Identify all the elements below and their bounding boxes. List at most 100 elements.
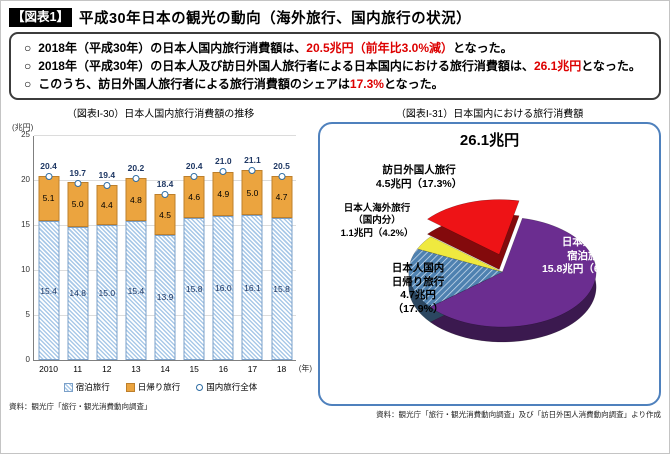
x-tick-label: 15 <box>189 364 199 374</box>
bar-column: 4.9 16.0 21.0 16 <box>209 136 238 374</box>
overnight-hatch-swatch-icon <box>63 382 73 392</box>
summary-text: このうち、訪日外国人旅行者による旅行消費額のシェアは17.3%となった。 <box>38 75 443 93</box>
label-line: 日本人国内 <box>561 236 615 248</box>
charts-row: （図表Ⅰ-30）日本人国内旅行消費額の推移 (兆円) (年) 0 5 10 15 20 2… <box>9 105 661 420</box>
label-line: 訪日外国人旅行 <box>382 164 456 176</box>
summary-box: ○ 2018年（平成30年）の日本人国内旅行消費額は、20.5兆円（前年比3.0… <box>9 32 661 100</box>
summary-highlight: 20.5兆円（前年比3.0%減） <box>306 41 454 55</box>
page-title: 平成30年日本の観光の動向（海外旅行、国内旅行の状況） <box>78 11 472 27</box>
label-line: （国内分） <box>353 215 401 227</box>
y-tick-label: 15 <box>21 220 30 229</box>
x-tick-label: 12 <box>102 364 112 374</box>
total-marker <box>103 182 111 190</box>
summary-text-pre: 2018年（平成30年）の日本人及び訪日外国人旅行者による日本国内における旅行消… <box>38 59 534 73</box>
total-marker <box>132 175 140 183</box>
y-tick-label: 5 <box>25 310 30 319</box>
pie-chart-source: 資料：観光庁「旅行・観光消費動向調査」及び「訪日外国人消費動向調査」より作成 <box>376 410 661 419</box>
daytrip-segment: 4.5 <box>154 194 176 235</box>
summary-text-post: となった。 <box>453 41 513 55</box>
gridline <box>34 135 297 136</box>
total-value-label: 20.2 <box>127 163 145 174</box>
legend-label: 国内旅行全体 <box>206 382 258 392</box>
summary-text-post: となった。 <box>581 59 641 73</box>
total-marker <box>161 191 169 199</box>
bar-chart-source: 資料：観光庁「旅行・観光消費動向調査」 <box>9 402 152 411</box>
summary-text: 2018年（平成30年）の日本人及び訪日外国人旅行者による日本国内における旅行消… <box>38 57 641 75</box>
daytrip-swatch-icon <box>125 382 135 392</box>
label-line: 4.7兆円 <box>400 289 436 302</box>
daytrip-segment: 4.4 <box>96 185 118 225</box>
overnight-segment: 15.0 <box>96 225 118 360</box>
bar-stack: 4.5 13.9 <box>154 194 176 360</box>
bar-column: 4.8 15.4 20.2 13 <box>121 136 150 374</box>
daytrip-segment: 5.1 <box>38 175 60 222</box>
summary-item: ○ 2018年（平成30年）の日本人及び訪日外国人旅行者による日本国内における旅… <box>24 57 646 75</box>
legend-label: 宿泊旅行 <box>75 382 110 392</box>
overnight-segment: 16.1 <box>241 215 263 360</box>
overnight-segment: 15.8 <box>183 217 205 360</box>
bar-stack: 4.4 15.0 <box>96 185 118 360</box>
total-value-label: 20.4 <box>40 161 57 172</box>
overnight-segment: 16.0 <box>212 216 234 360</box>
label-line: 4.5兆円（17.3%） <box>375 177 463 190</box>
daytrip-segment: 4.8 <box>125 178 147 222</box>
daytrip-segment: 4.7 <box>271 175 293 218</box>
y-axis-unit-label: (兆円) <box>12 123 34 132</box>
summary-item: ○ このうち、訪日外国人旅行者による旅行消費額のシェアは17.3%となった。 <box>24 75 646 93</box>
x-tick-label: 14 <box>160 364 170 374</box>
x-tick-label: 16 <box>218 364 229 374</box>
bar-plot: (兆円) (年) 0 5 10 15 20 25 5.1 15.4 20.4 2010 5.0 14.… <box>12 123 312 374</box>
total-value-label: 21.0 <box>215 156 232 166</box>
bar-stack: 4.9 16.0 <box>212 171 234 360</box>
daytrip-slice-label: 日本人国内 日帰り旅行 4.7兆円 （17.9%） <box>372 262 464 317</box>
pie-total-label: 26.1兆円 <box>459 132 520 149</box>
bars: 5.1 15.4 20.4 2010 5.0 14.8 19.7 11 4.4 15.0 19.4 1… <box>34 136 296 374</box>
pie-slice <box>429 217 597 328</box>
bar-column: 4.4 15.0 19.4 12 <box>92 136 121 374</box>
pie-chart-section: （図表Ⅰ-31）日本国内における旅行消費額 26.1兆円 訪日外国人旅行 4.5… <box>318 105 661 420</box>
y-tick-label: 20 <box>21 175 30 184</box>
x-axis-unit-label: (年) <box>298 364 313 373</box>
legend-item-daytrip: 日帰り旅行 <box>125 381 180 393</box>
circle-bullet-icon: ○ <box>24 77 32 91</box>
total-value-label: 20.4 <box>185 161 203 172</box>
x-tick-label: 13 <box>131 364 141 374</box>
total-marker <box>45 173 53 181</box>
bar-legend: 宿泊旅行 日帰り旅行 国内旅行全体 <box>9 381 312 393</box>
overseas-slice-label: 日本人海外旅行 （国内分） 1.1兆円（4.2%） <box>320 203 434 240</box>
y-tick-label: 10 <box>21 265 30 274</box>
total-circle-marker-icon <box>196 383 204 391</box>
bar-stack: 5.1 15.4 <box>38 175 60 360</box>
label-line: 宿泊旅行 <box>567 249 610 262</box>
summary-text-pre: 2018年（平成30年）の日本人国内旅行消費額は、 <box>38 41 307 55</box>
circle-bullet-icon: ○ <box>24 41 32 55</box>
total-value-label: 19.4 <box>98 170 116 181</box>
header: 【図表1】 平成30年日本の観光の動向（海外旅行、国内旅行の状況） <box>9 7 661 28</box>
total-marker <box>74 179 82 187</box>
pie-chart-heading: （図表Ⅰ-31）日本国内における旅行消費額 <box>395 109 584 120</box>
pie-slice-exploded <box>426 199 520 255</box>
gridline <box>34 180 297 181</box>
summary-text: 2018年（平成30年）の日本人国内旅行消費額は、20.5兆円（前年比3.0%減… <box>38 39 512 57</box>
x-tick-label: 17 <box>247 364 258 374</box>
total-value-label: 21.1 <box>244 155 261 166</box>
bar-stack: 5.0 16.1 <box>241 170 263 360</box>
summary-text-post: となった。 <box>383 77 444 91</box>
daytrip-segment: 4.9 <box>212 171 234 216</box>
bar-column: 4.5 13.9 18.4 14 <box>151 136 180 374</box>
pie-slice <box>417 236 503 273</box>
y-tick-label: 0 <box>25 355 30 364</box>
label-line: 1.1兆円（4.2%） <box>340 227 414 239</box>
daytrip-segment: 4.6 <box>183 176 205 218</box>
legend-item-overnight: 宿泊旅行 <box>63 381 110 393</box>
overnight-segment: 15.8 <box>271 217 293 360</box>
pie-svg <box>408 199 597 343</box>
total-value-label: 18.4 <box>156 179 174 190</box>
legend-item-total: 国内旅行全体 <box>196 381 257 393</box>
overnight-segment: 14.8 <box>67 226 89 360</box>
overnight-segment: 15.4 <box>38 221 60 360</box>
bar-column: 4.7 15.8 20.5 18 <box>267 136 296 374</box>
bar-column: 5.0 14.8 19.7 11 <box>63 136 92 374</box>
daytrip-segment: 5.0 <box>241 170 263 216</box>
